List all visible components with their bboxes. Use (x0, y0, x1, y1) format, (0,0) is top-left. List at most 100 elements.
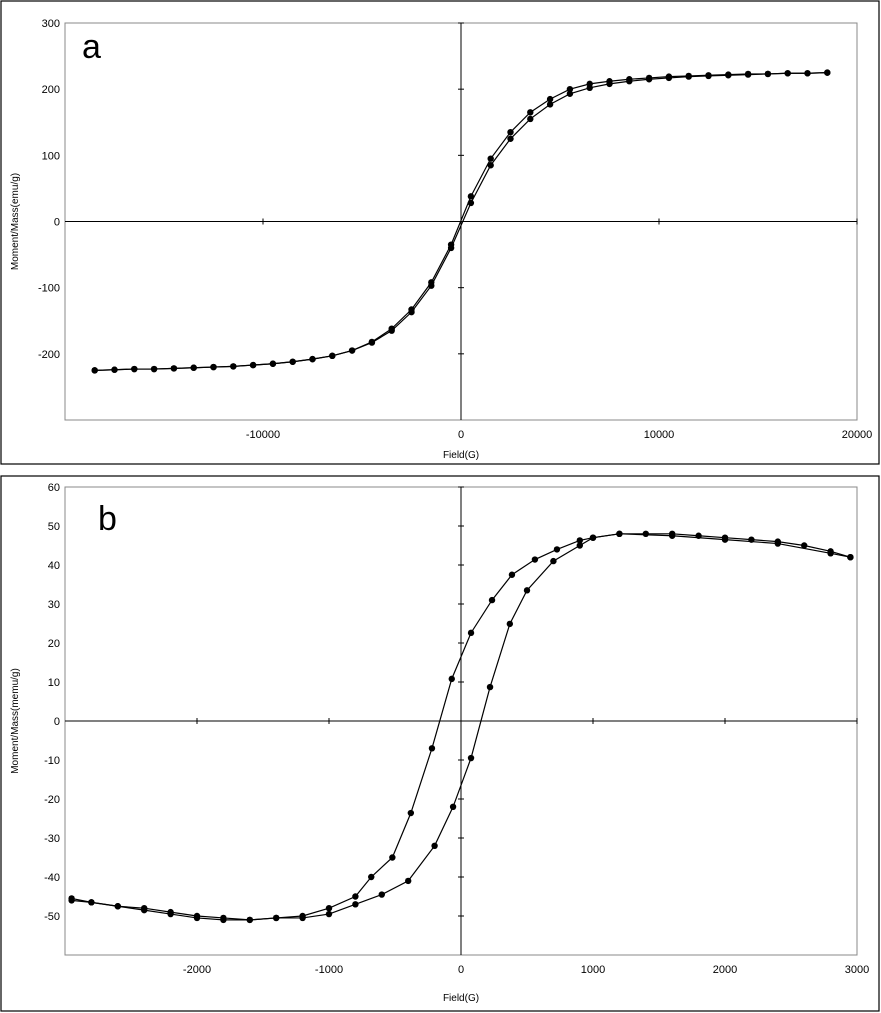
data-point (824, 69, 831, 76)
data-point (546, 101, 554, 108)
data-point (246, 916, 253, 924)
data-point (626, 76, 633, 83)
data-point (550, 557, 557, 565)
data-point (431, 842, 438, 849)
data-point (193, 914, 201, 922)
data-point (576, 537, 583, 544)
data-point (408, 306, 415, 313)
panel-frame (0, 475, 880, 1012)
data-point (467, 629, 475, 637)
data-point (210, 363, 217, 371)
data-point (507, 128, 514, 136)
data-point (784, 70, 791, 77)
panel-label: a (82, 28, 101, 66)
y-tick-label: 40 (48, 560, 60, 572)
data-point (847, 554, 854, 561)
data-point (170, 365, 178, 372)
data-point (531, 556, 539, 563)
data-point (508, 571, 516, 578)
data-point (467, 193, 475, 200)
data-point (448, 675, 455, 683)
x-tick-label: -1000 (315, 964, 343, 976)
y-tick-label: 0 (54, 716, 60, 728)
data-point (804, 70, 811, 77)
data-point (447, 241, 455, 248)
data-point (576, 542, 583, 549)
y-tick-label: 0 (54, 217, 60, 229)
x-tick-label: 3000 (845, 964, 869, 976)
y-tick-label: 60 (48, 482, 60, 494)
data-point (220, 916, 227, 924)
y-tick-label: -10 (44, 755, 60, 767)
x-tick-label: 2000 (713, 964, 737, 976)
data-point (273, 914, 280, 922)
data-point (325, 910, 333, 918)
y-tick-label: 100 (42, 150, 60, 162)
data-point (744, 70, 752, 78)
data-point (91, 367, 98, 374)
data-point (299, 914, 306, 922)
data-point (428, 279, 435, 286)
data-point (352, 901, 359, 908)
data-point (389, 854, 396, 861)
data-point (407, 809, 415, 817)
y-tick-label: -200 (38, 349, 60, 361)
data-point (348, 347, 356, 354)
data-point (705, 72, 712, 79)
data-point (111, 366, 118, 373)
data-point (388, 325, 395, 332)
data-point (88, 899, 95, 906)
y-tick-label: 30 (48, 599, 60, 611)
data-point (325, 905, 333, 912)
y-tick-label: 300 (42, 18, 60, 30)
data-point (665, 73, 673, 80)
x-tick-label: -2000 (183, 964, 211, 976)
data-point (589, 534, 597, 541)
data-point (606, 78, 613, 85)
x-tick-label: 10000 (644, 429, 675, 441)
data-point (774, 540, 781, 547)
data-point (378, 891, 385, 898)
data-point (269, 360, 277, 367)
series-line (94, 72, 828, 371)
y-axis-title: Moment/Mass(emu/g) (10, 173, 21, 270)
data-point (141, 906, 148, 914)
x-tick-label: -10000 (246, 429, 280, 441)
y-tick-label: 10 (48, 677, 60, 689)
data-point (721, 536, 729, 543)
data-point (486, 683, 494, 691)
y-tick-label: 20 (48, 638, 60, 650)
panel-label: b (98, 500, 117, 538)
series-line (71, 533, 851, 921)
x-tick-label: 0 (458, 429, 464, 441)
data-point (523, 587, 531, 594)
data-point (114, 903, 122, 910)
data-point (289, 358, 296, 365)
data-point (329, 352, 336, 360)
data-point (488, 596, 496, 604)
data-point (507, 135, 514, 142)
data-point (553, 546, 561, 553)
data-point (249, 361, 257, 369)
data-point (566, 90, 574, 97)
y-tick-label: 200 (42, 84, 60, 96)
data-point (467, 754, 475, 762)
data-point (487, 155, 494, 162)
panel-frame (0, 0, 880, 465)
data-point (150, 365, 158, 373)
data-point (309, 355, 316, 363)
x-tick-label: 1000 (581, 964, 605, 976)
data-point (764, 70, 772, 78)
data-point (405, 877, 412, 885)
data-point (685, 72, 692, 80)
x-tick-label: 20000 (842, 429, 873, 441)
y-tick-label: -30 (44, 833, 60, 845)
x-axis-title: Field(G) (443, 993, 479, 1004)
data-point (645, 74, 653, 82)
data-point (428, 745, 436, 752)
data-point (586, 80, 593, 88)
data-point (546, 95, 554, 103)
data-point (527, 115, 534, 123)
data-point (190, 364, 197, 371)
